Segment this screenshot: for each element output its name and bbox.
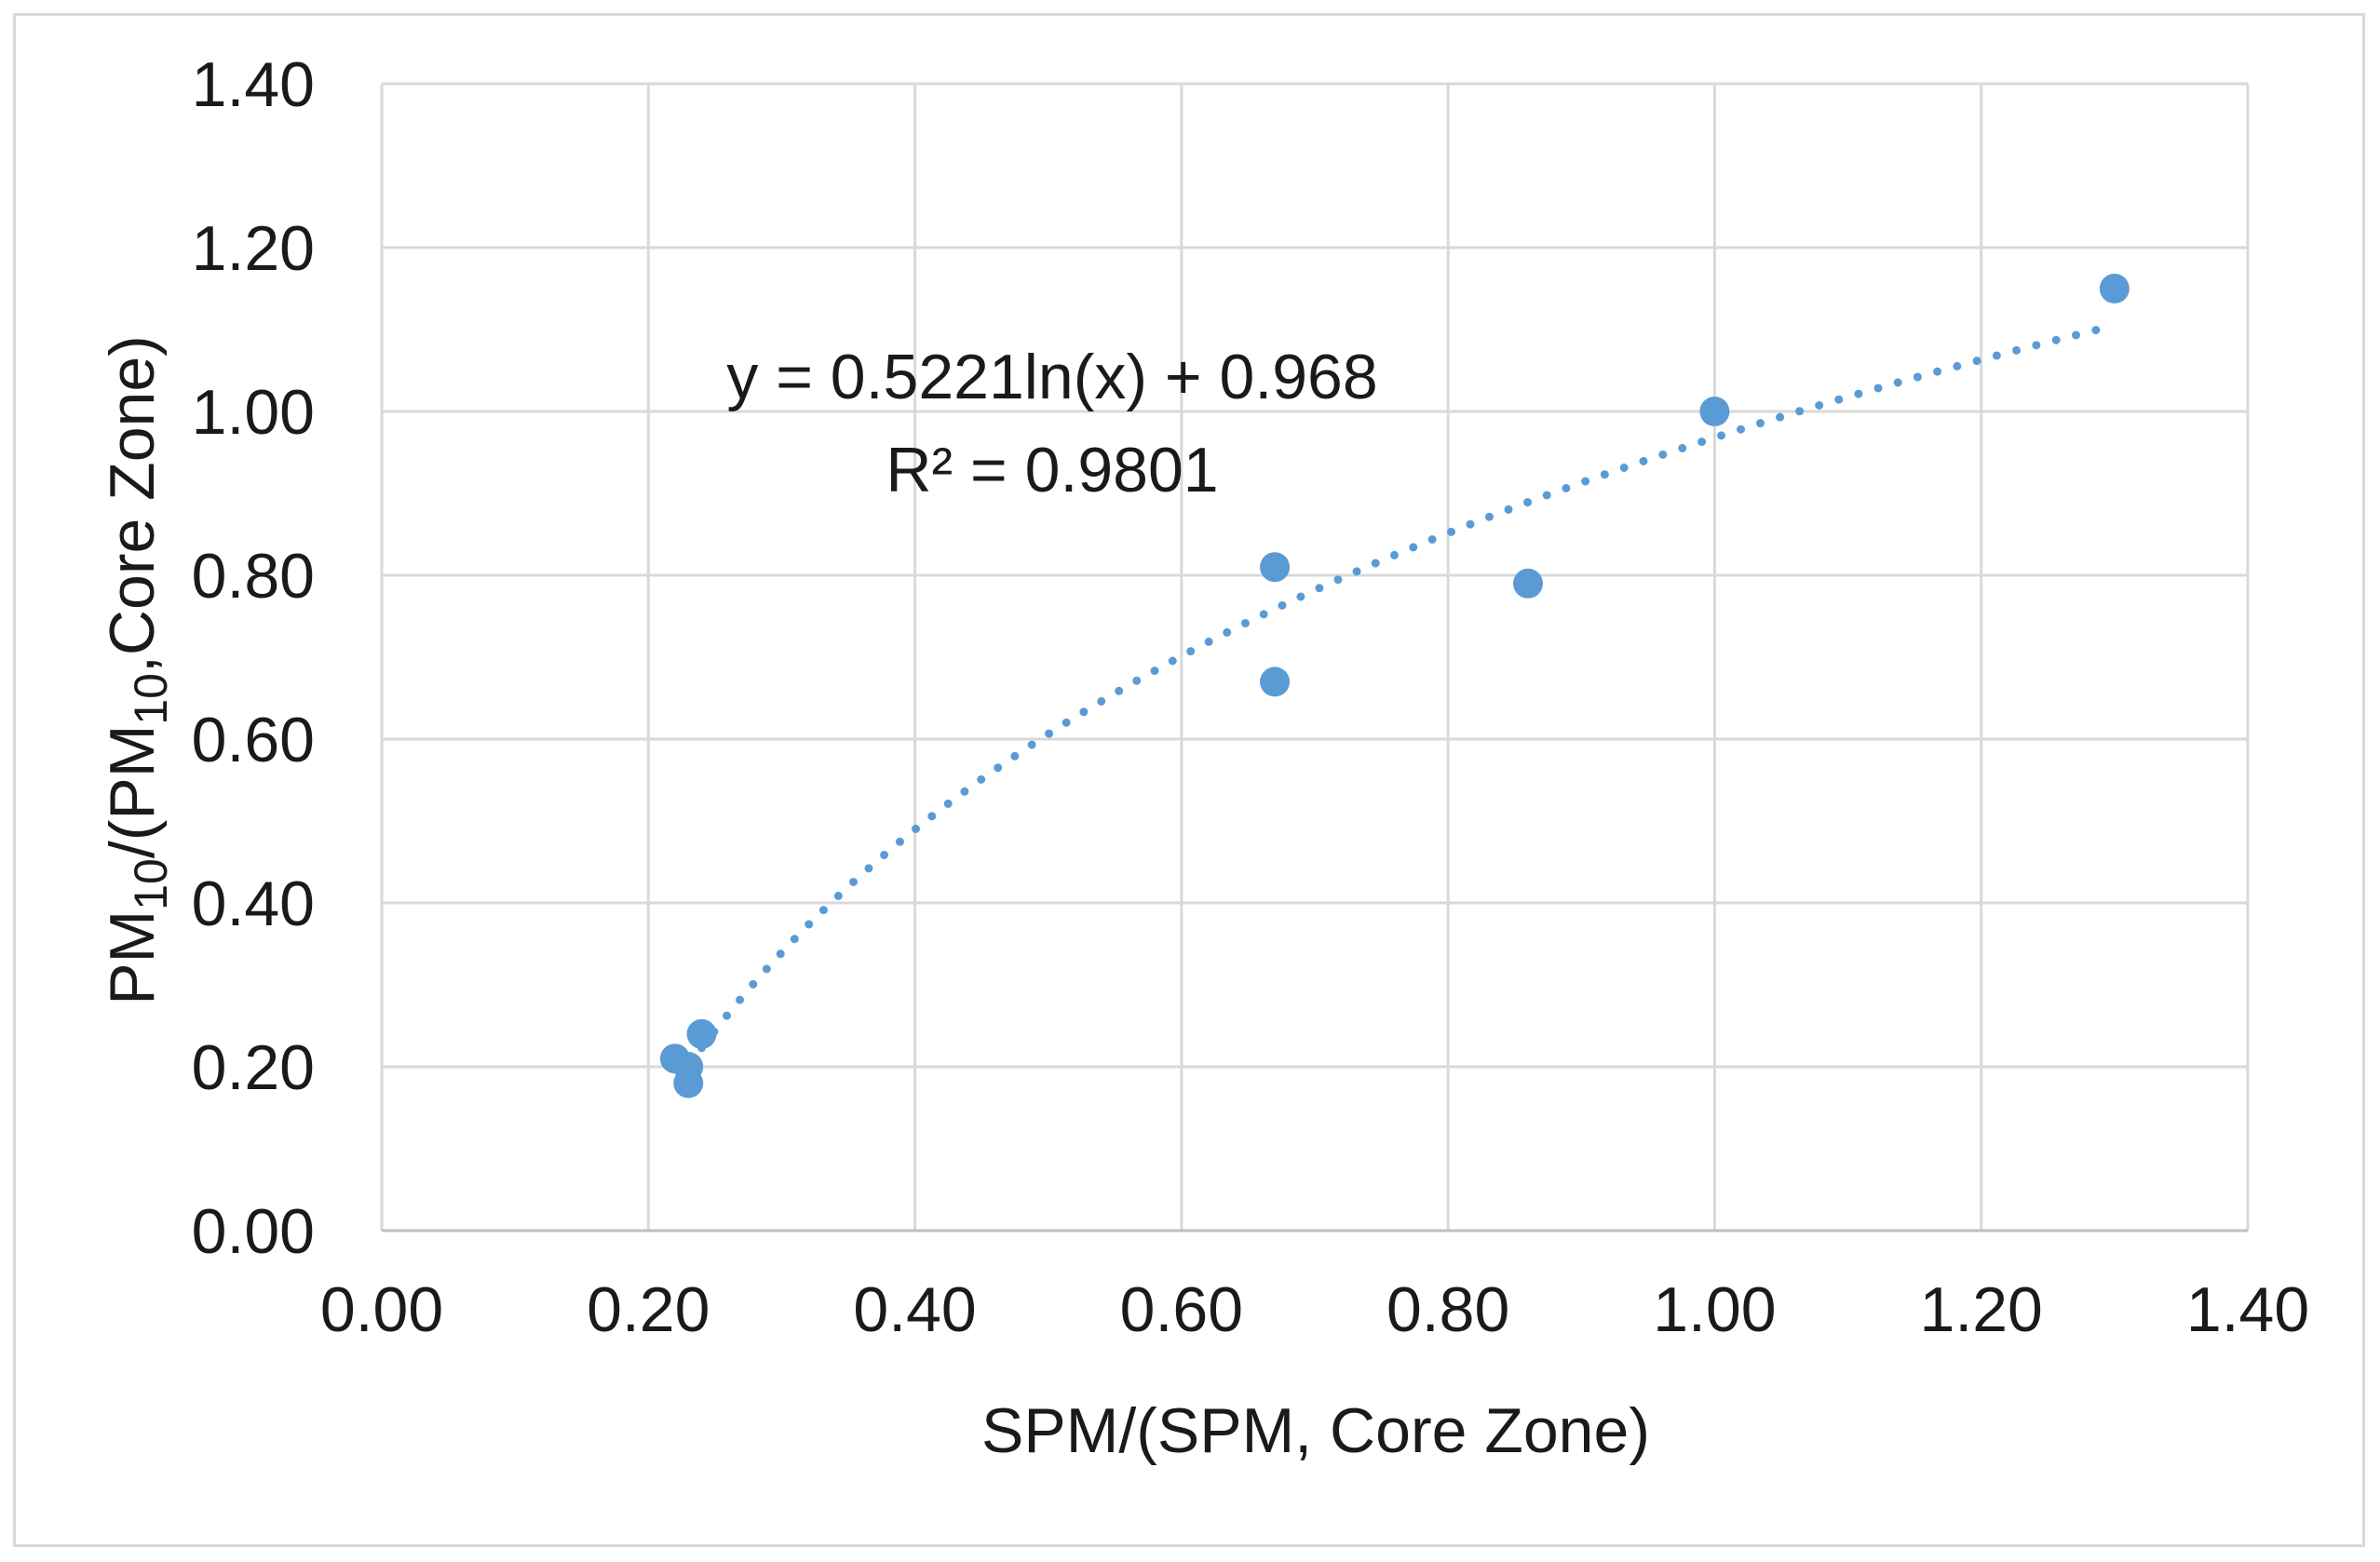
data-point — [1513, 568, 1544, 599]
y-axis-title-pm: PM — [97, 910, 168, 1005]
y-axis-title-sub-1: 10 — [125, 858, 177, 910]
x-tick-labels: 0.00 0.20 0.40 0.60 0.80 1.00 1.20 1.40 — [320, 1274, 2309, 1345]
x-tick-label: 0.00 — [320, 1274, 443, 1345]
trendline-equation: y = 0.5221ln(x) + 0.968 — [726, 342, 1377, 412]
y-tick-labels: 0.00 0.20 0.40 0.60 0.80 1.00 1.20 1.40 — [192, 49, 315, 1267]
y-tick-label: 0.60 — [192, 705, 315, 775]
data-point — [2099, 274, 2130, 303]
data-point — [673, 1068, 704, 1098]
x-tick-label: 1.40 — [2186, 1274, 2309, 1345]
data-points — [659, 274, 2130, 1098]
x-tick-label: 1.00 — [1653, 1274, 1776, 1345]
y-tick-label: 0.80 — [192, 541, 315, 612]
y-tick-label: 0.40 — [192, 869, 315, 939]
x-tick-label: 1.20 — [1920, 1274, 2043, 1345]
x-tick-label: 0.60 — [1120, 1274, 1243, 1345]
data-point — [1260, 667, 1291, 697]
x-tick-label: 0.20 — [587, 1274, 710, 1345]
y-axis-title: PM10/(PM10,Core Zone) — [97, 335, 177, 1005]
y-axis-title-end: ,Core Zone) — [97, 335, 168, 673]
data-point — [1260, 552, 1291, 583]
y-tick-label: 1.40 — [192, 49, 315, 120]
y-axis-title-sub-2: 10 — [125, 673, 177, 725]
y-axis-title-mid: /(PM — [97, 725, 168, 859]
y-tick-label: 1.00 — [192, 377, 315, 448]
x-tick-label: 0.40 — [853, 1274, 976, 1345]
chart-frame — [13, 13, 2365, 1547]
data-point — [686, 1018, 717, 1049]
data-point — [1699, 397, 1730, 426]
trendline — [697, 321, 2119, 1053]
y-tick-label: 0.20 — [192, 1032, 315, 1103]
x-tick-label: 0.80 — [1386, 1274, 1509, 1345]
y-tick-label: 1.20 — [192, 213, 315, 284]
trendline-path — [697, 321, 2119, 1053]
x-axis-title: SPM/(SPM, Core Zone) — [981, 1395, 1650, 1466]
y-tick-label: 0.00 — [192, 1196, 315, 1267]
trendline-r2: R² = 0.9801 — [886, 435, 1218, 505]
